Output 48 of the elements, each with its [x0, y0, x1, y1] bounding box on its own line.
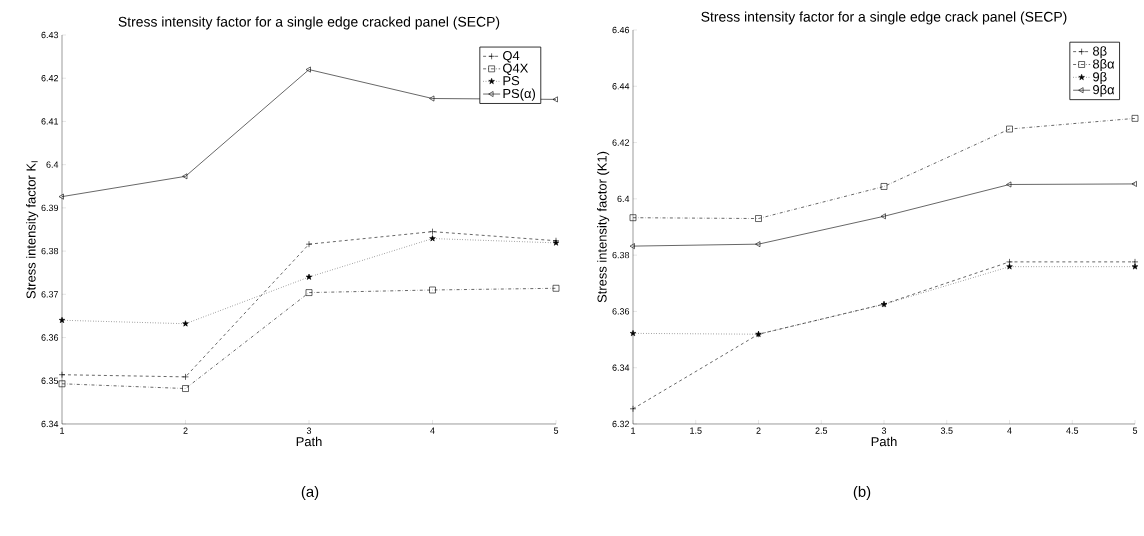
y-tick-label: 6.44 — [612, 83, 630, 90]
x-tick-label: 1 — [631, 427, 636, 434]
x-axis-title: Path — [296, 436, 322, 447]
y-tick-label: 6.42 — [41, 75, 59, 82]
x-tick-label: 4 — [430, 427, 435, 434]
y-tick-label: 6.34 — [612, 364, 630, 371]
x-tick-label: 1.5 — [690, 427, 702, 434]
x-tick-label: 4.5 — [1066, 427, 1079, 434]
y-tick-label: 6.4 — [46, 161, 59, 168]
y-tick-label: 6.35 — [41, 377, 59, 384]
x-tick-label: 3.5 — [940, 427, 953, 434]
x-tick-label: 2 — [756, 427, 761, 434]
y-tick-label: 6.42 — [612, 139, 630, 146]
legend-label: 9β — [1093, 71, 1107, 84]
y-tick-label: 6.36 — [41, 334, 59, 341]
y-tick-label: 6.32 — [612, 420, 630, 428]
y-tick-label: 6.43 — [41, 31, 59, 39]
text: (a) — [301, 486, 319, 500]
y-axis-title: Stress intensity factor (K1) — [597, 151, 610, 303]
x-axis-title: Path — [871, 436, 897, 447]
y-axis-title: Stress intensity factor K$_{I}$ — [26, 161, 39, 299]
y-tick-label: 6.4 — [617, 195, 630, 203]
y-tick-label: 6.41 — [41, 118, 59, 125]
chart-title: Stress intensity factor for a single edge cracked panel (SECP) — [118, 16, 500, 30]
y-tick-label: 6.46 — [612, 26, 630, 34]
y-tick-label: 6.39 — [41, 204, 59, 212]
legend-label: PS — [503, 76, 520, 86]
x-tick-label: 4 — [1007, 427, 1012, 434]
x-tick-label: 1 — [60, 427, 65, 434]
x-tick-label: 3 — [306, 427, 312, 434]
chart-title: Stress intensity factor for a single edge crack panel (SECP) — [701, 11, 1067, 25]
legend-label: Q4 — [503, 51, 520, 63]
y-tick-label: 6.38 — [612, 251, 630, 259]
text: (b) — [853, 486, 871, 500]
x-tick-label: 3 — [881, 427, 887, 434]
x-tick-label: 2 — [183, 427, 188, 434]
y-tick-label: 6.36 — [612, 308, 630, 315]
legend-label: 8βα — [1093, 59, 1115, 72]
legend-label: PS(α) — [503, 88, 536, 101]
y-tick-label: 6.34 — [41, 420, 59, 428]
x-tick-label: 5 — [553, 427, 559, 434]
y-tick-label: 6.38 — [41, 247, 59, 255]
legend-label: 9βα — [1093, 84, 1115, 97]
legend-label: 8β — [1093, 46, 1107, 59]
legend-label: Q4X — [503, 63, 529, 76]
y-tick-label: 6.37 — [41, 291, 59, 298]
x-tick-label: 2.5 — [815, 427, 828, 434]
x-tick-label: 5 — [1132, 427, 1138, 434]
